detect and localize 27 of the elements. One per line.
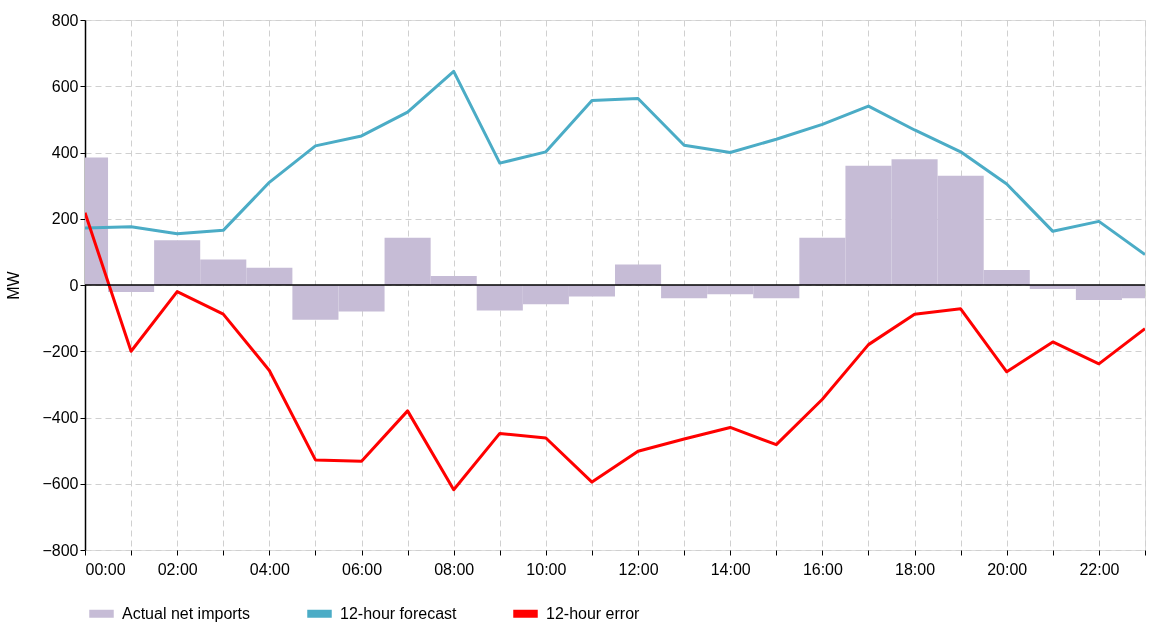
x-tick-label: 00:00 [85,560,126,578]
y-tick-label: −200 [42,342,79,360]
x-tick-label: 12:00 [618,560,659,578]
y-tick-label: −400 [42,409,79,426]
x-tick-label: 02:00 [157,560,198,578]
x-tick-label: 04:00 [249,560,290,578]
y-tick-label: −600 [42,475,79,493]
bar [615,264,662,285]
y-tick-label: 600 [51,77,79,95]
legend-label: Actual net imports [122,604,251,622]
x-tick-label: 20:00 [987,560,1028,578]
x-tick-label: 14:00 [710,560,751,578]
line-series [85,69,1145,257]
legend-label: 12-hour forecast [340,604,458,622]
y-tick-label: 0 [69,276,79,294]
x-tick-label: 18:00 [895,560,936,578]
x-tick-label: 06:00 [342,560,383,578]
x-tick-label: 22:00 [1079,560,1120,578]
y-tick-label: −800 [42,541,79,559]
x-tick-label: 16:00 [802,560,844,578]
y-tick-label: 200 [51,210,79,228]
legend-label: 12-hour error [546,604,641,622]
y-tick-label: 800 [51,11,79,29]
y-axis-title: MW [5,270,23,300]
y-tick-label: 400 [51,144,79,161]
x-tick-label: 10:00 [526,560,567,578]
x-tick-label: 08:00 [434,560,475,578]
